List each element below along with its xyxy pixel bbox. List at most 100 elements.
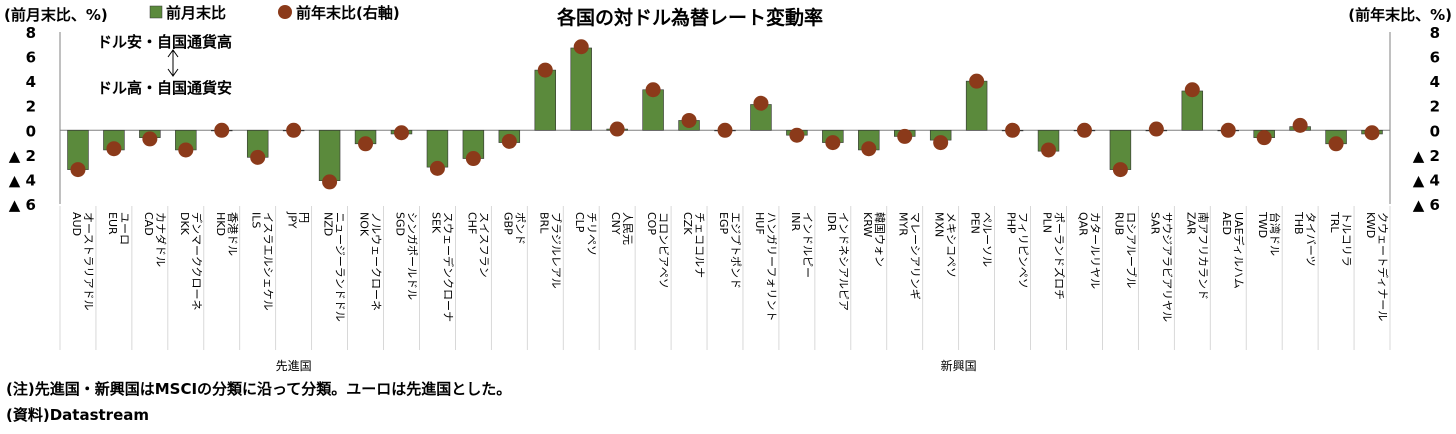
legend-dot-swatch (278, 5, 292, 19)
category-name: デンマーククローネ (190, 212, 204, 311)
category-code: PEN (969, 212, 982, 234)
dot-gbp (501, 133, 517, 149)
category-code: SEK (429, 212, 442, 234)
dot-zar (1184, 82, 1200, 98)
category-name: 円 (298, 212, 311, 223)
category-code: SAR (1148, 212, 1161, 235)
category-name: チェココルナ (693, 212, 706, 278)
category-code: IDR (825, 212, 838, 232)
dot-sek (429, 160, 445, 176)
category-name: ポーランドズロチ (1053, 212, 1067, 300)
legend-bar-swatch (149, 5, 163, 19)
category-code: KWD (1364, 212, 1377, 238)
bar-series (67, 47, 1383, 181)
category-code: CAD (142, 212, 155, 236)
category-code: RUB (1112, 212, 1125, 235)
dot-eur (106, 141, 122, 157)
footnote-source: (資料)Datastream (6, 406, 149, 424)
category-name: トルコリラ (1340, 212, 1353, 267)
category-code: PHP (1005, 212, 1018, 234)
category-code: NZD (322, 212, 335, 236)
category-code: MYR (897, 212, 910, 236)
right-tick-label: 2 (1430, 98, 1440, 116)
category-code: CZK (681, 212, 694, 235)
category-code: QAR (1076, 212, 1089, 236)
category-name: インドネシアルピア (837, 212, 850, 311)
dot-nzd (322, 174, 338, 190)
axes (59, 32, 1391, 350)
dot-aud (70, 162, 86, 178)
category-name: フィリピンペソ (1017, 212, 1030, 289)
dot-brl (537, 62, 553, 78)
bar-nzd (318, 129, 341, 181)
category-code: COP (645, 212, 658, 235)
category-name: チリペソ (585, 212, 598, 256)
dot-huf (753, 95, 769, 111)
left-tick-label: 0 (26, 122, 36, 140)
category-code: JPY (286, 211, 299, 229)
dot-cop (645, 82, 661, 98)
dot-egp (717, 122, 733, 138)
category-code: CHF (465, 212, 478, 234)
dot-myr (897, 128, 913, 144)
category-name: 香港ドル (226, 212, 239, 256)
annotation: ドル安・自国通貨高 ドル高・自国通貨安 (97, 33, 232, 97)
group-label: 先進国 (276, 359, 312, 373)
right-tick-label: 0 (1430, 122, 1440, 140)
right-tick-label: 6 (1430, 49, 1440, 67)
category-code: ILS (250, 212, 263, 228)
right-axis-label: (前年末比、%) (1348, 6, 1452, 24)
bar-clp (570, 47, 592, 131)
legend: 前月末比 前年末比(右軸) (149, 4, 400, 22)
category-code: HUF (753, 212, 766, 235)
category-name: ノルウェークローネ (370, 212, 383, 311)
y-ticks: 8 8 6 6 4 4 2 2 0 0 ▲ 2 ▲ 2 ▲ 4 ▲ 4 ▲ 6 ▲ 6 (9, 24, 1440, 214)
category-code: MXN (933, 212, 946, 237)
category-code: HKD (214, 212, 227, 236)
category-name: ニュージーランドドル (334, 212, 347, 322)
double-arrow-icon (167, 49, 179, 77)
dot-pln (1041, 142, 1057, 158)
category-name: カナダドル (154, 212, 168, 267)
dot-jpy (286, 122, 302, 138)
category-name: ブラジルレアル (549, 212, 563, 289)
category-name: UAEディルハム (1232, 212, 1246, 289)
dot-mxn (933, 135, 949, 151)
category-code: ZAR (1184, 212, 1197, 235)
category-code: NOK (358, 212, 371, 237)
category-code: CNY (609, 212, 622, 235)
category-name: ロシアルーブル (1124, 212, 1138, 288)
dot-twd (1256, 130, 1272, 146)
legend-dot-label: 前年末比(右軸) (296, 4, 400, 22)
right-tick-label: ▲ 2 (1413, 147, 1440, 165)
category-code: BRL (537, 212, 550, 234)
category-code: DKK (178, 212, 191, 236)
category-name: タイバーツ (1304, 212, 1317, 267)
left-tick-label: ▲ 2 (9, 147, 36, 165)
category-name: カタールリヤル (1088, 212, 1101, 289)
category-name: 韓国ウォン (873, 212, 886, 267)
group-label: 新興国 (941, 358, 977, 373)
category-code: TWD (1256, 211, 1269, 238)
right-tick-label: ▲ 6 (1413, 196, 1440, 214)
category-name: スイスフラン (477, 212, 490, 278)
category-code: PLN (1041, 212, 1054, 233)
category-code: INR (789, 212, 802, 231)
footnote-note: (注)先進国・新興国はMSCIの分類に沿って分類。ユーロは先進国とした。 (6, 380, 512, 398)
dot-chf (465, 151, 481, 167)
annotation-down: ドル高・自国通貨安 (97, 79, 232, 97)
dot-clp (573, 39, 589, 55)
category-name: ペルーソル (981, 212, 994, 267)
category-code: THB (1292, 211, 1305, 235)
category-name: ユーロ (118, 212, 131, 245)
dot-rub (1112, 162, 1128, 178)
dot-aed (1220, 122, 1236, 138)
category-code: TRL (1328, 211, 1341, 233)
category-code: CLP (573, 212, 586, 233)
left-tick-label: ▲ 6 (9, 196, 36, 214)
dot-hkd (214, 122, 230, 138)
category-code: SGD (393, 212, 406, 236)
right-tick-label: 4 (1430, 73, 1440, 91)
left-tick-label: 8 (26, 24, 36, 42)
